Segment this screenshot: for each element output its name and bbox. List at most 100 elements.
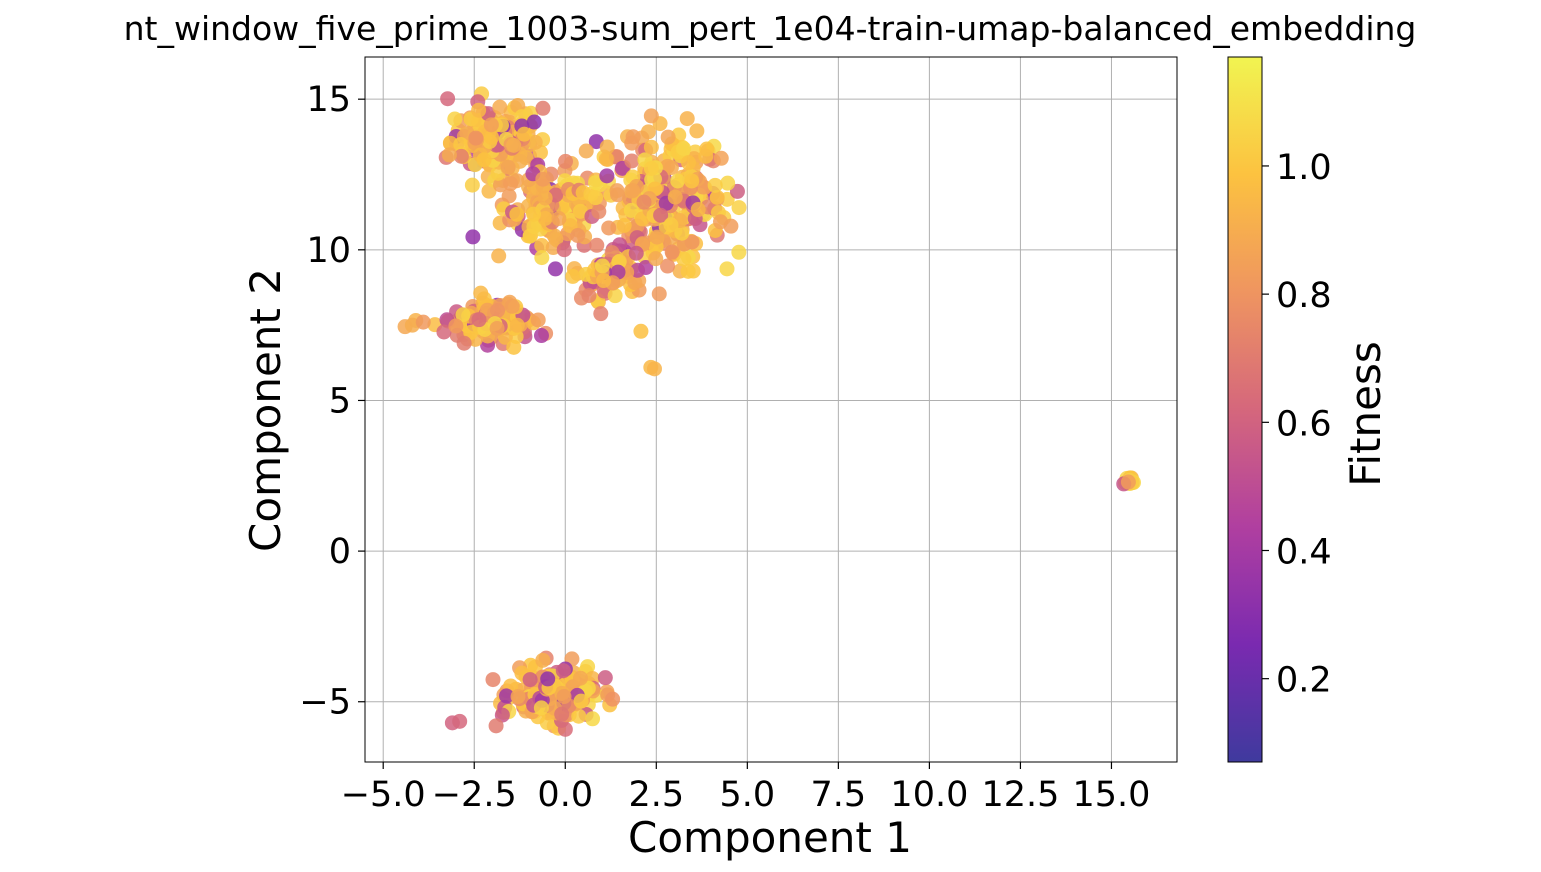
scatter-point: [651, 286, 667, 302]
x-tick-label: −2.5: [432, 775, 517, 815]
colorbar: [1227, 56, 1263, 763]
y-tick-label: 5: [329, 381, 351, 421]
scatter-point: [533, 328, 549, 344]
scatter-point: [501, 188, 517, 204]
colorbar-tick-label: 1.0: [1276, 148, 1332, 188]
scatter-point: [448, 318, 464, 334]
scatter-point: [643, 139, 659, 155]
scatter-point: [653, 207, 669, 223]
scatter-point: [506, 137, 522, 153]
scatter-point: [667, 189, 683, 205]
scatter-point: [571, 708, 587, 724]
scatter-point: [676, 251, 692, 267]
scatter-point: [452, 713, 468, 729]
scatter-point: [684, 173, 700, 189]
scatter-point: [660, 129, 676, 145]
scatter-point: [464, 177, 480, 193]
scatter-point: [628, 245, 644, 261]
scatter-point: [537, 190, 553, 206]
scatter-point: [663, 217, 679, 233]
x-tick-label: −5.0: [341, 775, 426, 815]
scatter-point: [680, 155, 696, 171]
scatter-point: [476, 152, 492, 168]
scatter-point: [713, 214, 729, 230]
scatter-point: [1120, 474, 1136, 490]
scatter-point: [593, 306, 609, 322]
scatter-point: [595, 258, 611, 274]
scatter-point: [556, 242, 572, 258]
scatter-point: [670, 173, 686, 189]
scatter-point: [648, 251, 664, 267]
scatter-point: [633, 323, 649, 339]
scatter-point: [540, 671, 556, 687]
scatter-point: [588, 190, 604, 206]
scatter-point: [488, 718, 504, 734]
scatter-point: [554, 706, 570, 722]
scatter-point: [436, 324, 452, 340]
scatter-point: [492, 99, 508, 115]
scatter-point: [565, 268, 581, 284]
scatter-point: [709, 189, 725, 205]
scatter-point: [471, 102, 487, 118]
scatter-point: [649, 229, 665, 245]
scatter-point: [636, 194, 652, 210]
scatter-point: [490, 302, 506, 318]
scatter-point: [453, 148, 469, 164]
grid-lines: [365, 57, 1177, 762]
scatter-point: [526, 219, 542, 235]
scatter-point: [535, 171, 551, 187]
scatter-point: [516, 126, 532, 142]
scatter-point: [465, 229, 481, 245]
scatter-point: [609, 183, 625, 199]
scatter-point: [526, 114, 542, 130]
scatter-point: [534, 250, 550, 266]
x-axis-ticks: −5.0 −2.5 0.0 2.5 5.0 7.5 10.0 12.5 15.0: [341, 762, 1150, 815]
chart-title: nt_window_five_prime_1003-sum_pert_1e04-…: [124, 9, 1417, 48]
scatter-point: [720, 175, 736, 191]
scatter-point: [731, 200, 747, 216]
colorbar-ticks: 0.2 0.4 0.6 0.8 1.0: [1262, 148, 1332, 701]
scatter-point: [510, 688, 526, 704]
scatter-point: [597, 670, 613, 686]
y-axis-label: Component 2: [241, 268, 290, 552]
scatter-point: [471, 312, 487, 328]
plot-frame: [364, 56, 1178, 763]
scatter-point: [596, 273, 612, 289]
x-tick-label: 12.5: [981, 775, 1059, 815]
scatter-point: [585, 711, 601, 727]
scatter-point: [557, 721, 573, 737]
scatter-point: [624, 135, 640, 151]
x-tick-label: 0.0: [537, 775, 593, 815]
scatter-point: [506, 339, 522, 355]
scatter-point: [555, 663, 571, 679]
scatter-point: [598, 151, 614, 167]
scatter-point: [599, 168, 615, 184]
scatter-point: [572, 670, 588, 686]
scatter-point: [570, 228, 586, 244]
scatter-points: [397, 86, 1141, 737]
scatter-point: [676, 140, 692, 156]
scatter-point: [680, 263, 696, 279]
scatter-point: [719, 261, 735, 277]
scatter-point: [581, 288, 597, 304]
x-tick-label: 7.5: [811, 775, 867, 815]
scatter-point: [578, 143, 594, 159]
scatter-point: [453, 136, 469, 152]
colorbar-tick-label: 0.4: [1276, 533, 1332, 573]
scatter-point: [526, 206, 542, 222]
scatter-point: [535, 652, 551, 668]
scatter-point: [509, 206, 525, 222]
scatter-point: [447, 111, 463, 127]
y-tick-label: 0: [329, 532, 351, 572]
colorbar-tick-label: 0.8: [1276, 276, 1332, 316]
scatter-point: [690, 202, 706, 218]
y-axis-ticks: −5 0 5 10 15: [299, 80, 365, 723]
scatter-point: [500, 159, 516, 175]
scatter-point: [503, 176, 519, 192]
scatter-point: [504, 298, 520, 314]
scatter-point: [599, 139, 615, 155]
scatter-point: [729, 183, 745, 199]
scatter-point: [533, 700, 549, 716]
scatter-point: [607, 288, 623, 304]
scatter-point: [689, 123, 705, 139]
